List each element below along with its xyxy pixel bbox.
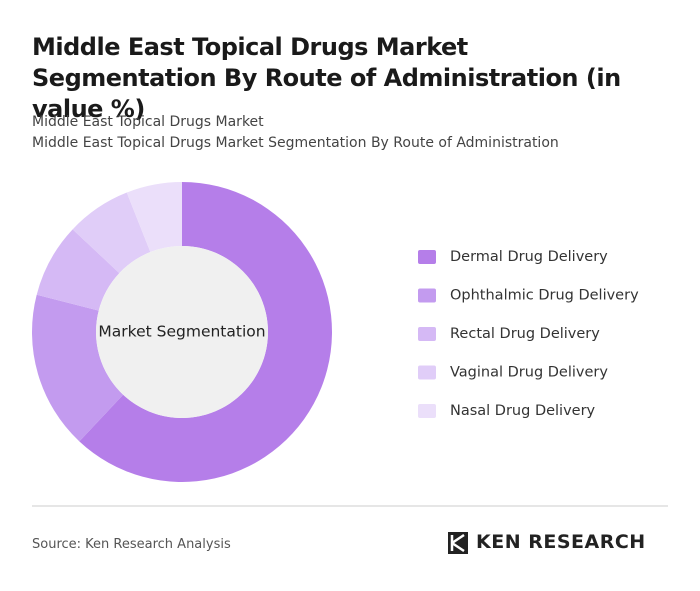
donut-hole	[96, 246, 268, 418]
legend-label: Vaginal Drug Delivery	[450, 365, 608, 381]
subtitle: Middle East Topical Drugs Market Segment…	[32, 135, 559, 151]
legend-swatch	[418, 404, 436, 418]
center-label: Market Segmentation	[98, 323, 265, 341]
slice	[79, 182, 332, 482]
legend-label: Rectal Drug Delivery	[450, 326, 600, 342]
legend-swatch	[418, 288, 436, 303]
logo-icon	[448, 532, 468, 554]
source: Source: Ken Research Analysis	[32, 537, 231, 552]
legend-label: Nasal Drug Delivery	[450, 403, 596, 419]
slice	[31, 294, 124, 442]
legend-swatch	[418, 327, 436, 341]
slice	[126, 182, 182, 253]
chart-title: Middle East Topical Drugs Market Segment…	[32, 33, 621, 123]
legend-label: Ophthalmic Drug Delivery	[450, 288, 639, 304]
legend-swatch	[418, 250, 436, 264]
slice	[72, 192, 151, 274]
legend-swatch	[418, 365, 436, 380]
legend-label: Dermal Drug Delivery	[450, 249, 608, 265]
subtitle: Middle East Topical Drugs Market	[32, 114, 264, 130]
slice	[36, 229, 120, 311]
logo: KEN RESEARCH	[476, 531, 646, 553]
